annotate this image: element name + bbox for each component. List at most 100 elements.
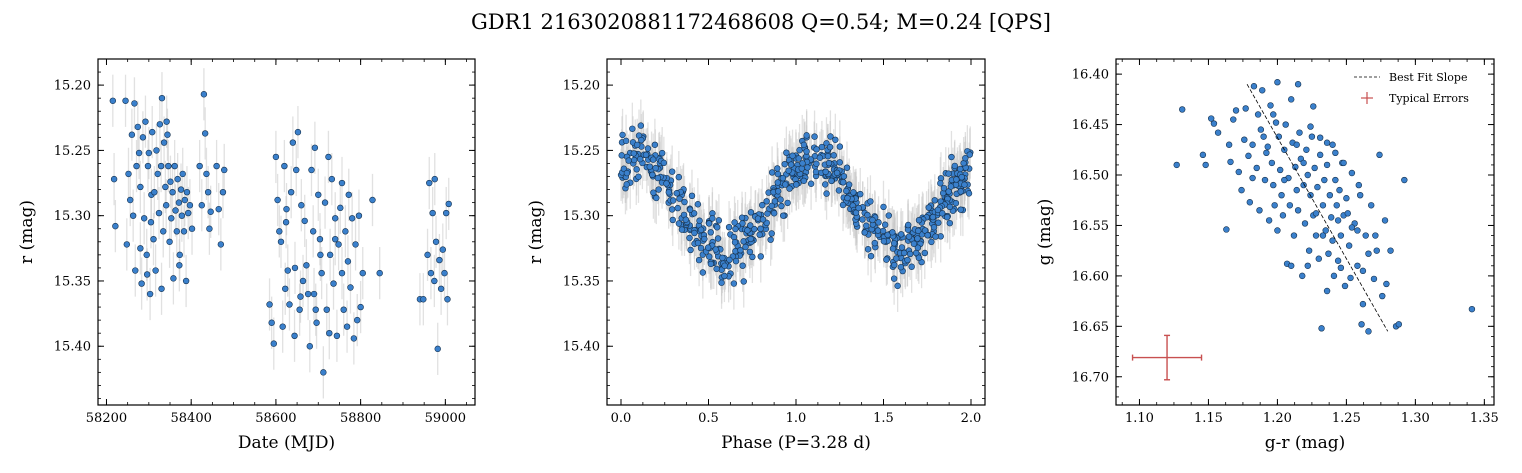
data-point bbox=[133, 162, 140, 170]
data-point bbox=[924, 232, 931, 239]
data-point bbox=[166, 238, 173, 245]
data-point bbox=[910, 240, 918, 247]
data-point bbox=[1199, 151, 1207, 159]
data-point bbox=[1292, 163, 1299, 171]
y-tick-label: 16.50 bbox=[1072, 169, 1109, 184]
x-tick-label: 1.5 bbox=[873, 411, 894, 426]
data-point bbox=[915, 254, 923, 261]
data-point bbox=[316, 235, 324, 243]
data-point bbox=[132, 267, 139, 274]
data-point bbox=[906, 250, 914, 258]
data-point bbox=[207, 208, 214, 215]
data-point bbox=[958, 173, 965, 181]
data-point bbox=[137, 245, 144, 252]
data-point bbox=[695, 256, 703, 264]
data-point bbox=[1319, 232, 1327, 239]
data-point bbox=[718, 279, 725, 286]
data-point bbox=[1249, 174, 1256, 182]
data-point bbox=[1250, 83, 1258, 90]
x-tick-label: 0.5 bbox=[698, 411, 719, 426]
data-point bbox=[134, 123, 142, 131]
data-point bbox=[1347, 274, 1354, 282]
y-tick-label: 15.35 bbox=[54, 274, 91, 289]
data-point bbox=[427, 269, 435, 277]
data-point bbox=[824, 152, 832, 160]
data-point bbox=[162, 183, 169, 191]
data-point bbox=[633, 141, 641, 149]
data-point bbox=[864, 211, 871, 219]
data-point bbox=[344, 258, 352, 265]
y-tick-label: 16.55 bbox=[1072, 219, 1109, 234]
data-point bbox=[839, 179, 847, 186]
data-point bbox=[707, 229, 714, 236]
data-point bbox=[751, 225, 758, 233]
data-point bbox=[747, 235, 754, 243]
data-point bbox=[1307, 123, 1314, 130]
data-point bbox=[297, 293, 304, 300]
y-tick-label: 16.40 bbox=[1072, 68, 1109, 83]
data-point bbox=[822, 168, 829, 176]
data-point bbox=[957, 165, 964, 173]
data-point bbox=[845, 181, 853, 188]
data-point bbox=[940, 184, 948, 192]
data-point bbox=[1300, 181, 1307, 189]
data-point bbox=[165, 162, 172, 170]
data-point bbox=[1238, 186, 1245, 194]
data-point bbox=[1316, 134, 1324, 141]
data-point bbox=[816, 154, 824, 161]
data-point bbox=[1274, 227, 1281, 234]
data-point bbox=[1401, 176, 1408, 184]
data-point bbox=[1293, 141, 1300, 148]
data-point bbox=[147, 219, 155, 226]
data-point bbox=[1261, 176, 1269, 184]
data-point bbox=[139, 134, 147, 141]
data-point bbox=[925, 204, 932, 211]
data-point bbox=[709, 215, 716, 222]
data-point bbox=[354, 316, 361, 324]
data-point bbox=[721, 272, 728, 280]
data-point bbox=[905, 233, 913, 240]
data-point bbox=[444, 296, 451, 303]
data-point bbox=[1329, 141, 1336, 148]
data-point bbox=[1348, 169, 1356, 177]
data-point bbox=[164, 131, 171, 138]
x-tick-label: 1.10 bbox=[1125, 411, 1154, 426]
data-point bbox=[168, 215, 175, 222]
data-point bbox=[332, 215, 339, 222]
data-point bbox=[620, 165, 628, 172]
data-point bbox=[343, 323, 351, 330]
data-point bbox=[889, 245, 897, 252]
data-point bbox=[830, 152, 837, 159]
data-point bbox=[126, 196, 134, 204]
data-point bbox=[342, 228, 349, 235]
data-point bbox=[137, 183, 144, 191]
data-point bbox=[1278, 191, 1285, 199]
data-point bbox=[1241, 136, 1248, 143]
x-tick-label: 2.0 bbox=[961, 411, 982, 426]
data-point bbox=[1202, 161, 1209, 169]
data-point bbox=[889, 229, 896, 236]
data-point bbox=[345, 191, 352, 198]
data-point bbox=[426, 179, 433, 187]
axes-frame bbox=[97, 58, 476, 406]
y-axis-label: r (mag) bbox=[526, 200, 546, 264]
data-point bbox=[637, 155, 644, 163]
data-point bbox=[431, 175, 438, 183]
data-point bbox=[221, 166, 228, 174]
data-point bbox=[871, 239, 879, 247]
data-point bbox=[869, 216, 876, 224]
data-point bbox=[1319, 202, 1327, 209]
data-point bbox=[330, 280, 337, 287]
data-point bbox=[957, 206, 964, 213]
data-point bbox=[914, 235, 921, 242]
data-point bbox=[1290, 232, 1298, 239]
data-point bbox=[1288, 96, 1295, 103]
data-point bbox=[850, 189, 857, 196]
data-point bbox=[618, 152, 625, 159]
data-point bbox=[864, 246, 872, 253]
data-point bbox=[768, 169, 776, 176]
data-point bbox=[172, 207, 179, 214]
data-point bbox=[281, 162, 288, 170]
data-point bbox=[291, 332, 298, 339]
